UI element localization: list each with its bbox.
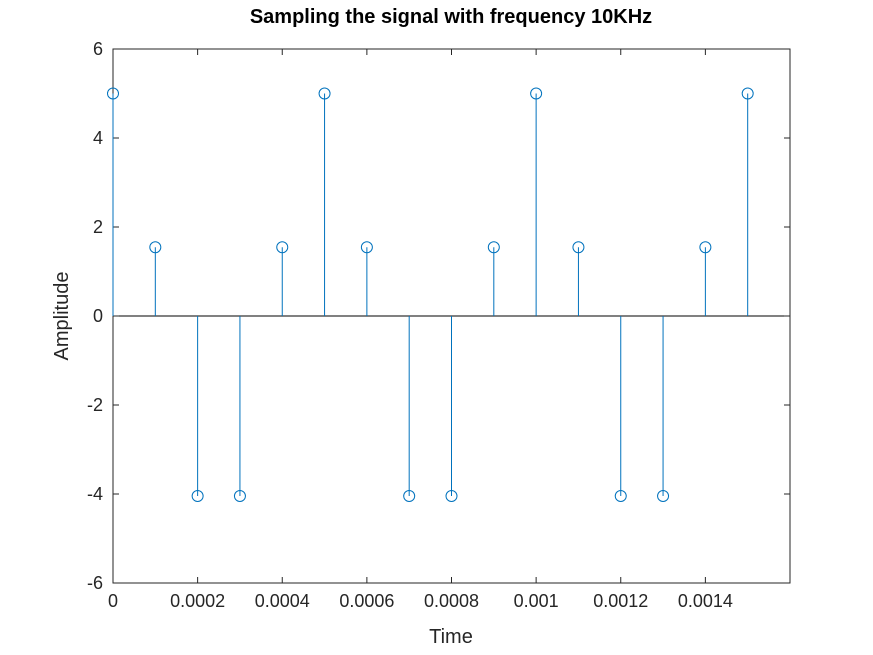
stem-marker bbox=[191, 490, 204, 503]
markers-layer bbox=[107, 87, 754, 503]
stem-marker bbox=[107, 87, 119, 100]
x-tick-label: 0.0008 bbox=[424, 591, 479, 611]
x-tick-label: 0.0014 bbox=[678, 591, 733, 611]
stem-marker bbox=[233, 490, 246, 503]
x-tick-label: 0.001 bbox=[514, 591, 559, 611]
stem-marker bbox=[276, 241, 289, 254]
stem-marker bbox=[445, 490, 458, 503]
stem-marker bbox=[699, 241, 712, 254]
y-tick-label: -4 bbox=[87, 484, 103, 504]
y-tick-label: -6 bbox=[87, 573, 103, 593]
x-tick-label: 0.0012 bbox=[593, 591, 648, 611]
stem-marker bbox=[149, 241, 162, 254]
stem-marker bbox=[572, 241, 585, 254]
x-tick-label: 0.0004 bbox=[255, 591, 310, 611]
stem-marker bbox=[360, 241, 373, 254]
x-axis-label: Time bbox=[429, 626, 473, 648]
stem-marker bbox=[318, 87, 331, 100]
stem-marker bbox=[403, 490, 416, 503]
y-tick-label: 0 bbox=[93, 306, 103, 326]
y-tick-label: -2 bbox=[87, 395, 103, 415]
stem-marker bbox=[614, 490, 627, 503]
stem-marker bbox=[530, 87, 543, 100]
y-tick-label: 6 bbox=[93, 39, 103, 59]
chart-title: Sampling the signal with frequency 10KHz bbox=[250, 6, 652, 28]
stem-marker bbox=[741, 87, 754, 100]
x-tick-label: 0.0002 bbox=[170, 591, 225, 611]
ticks-layer: 0 0.0002 0.0004 0.0006 0.0008 0.001 0.0012 0.00… bbox=[87, 39, 790, 611]
x-tick-label: 0.0006 bbox=[339, 591, 394, 611]
y-axis-label: Amplitude bbox=[51, 272, 73, 361]
stem-marker bbox=[487, 241, 500, 254]
stems-layer bbox=[112, 93, 749, 497]
y-tick-label: 2 bbox=[93, 217, 103, 237]
x-tick-label: 0 bbox=[108, 591, 118, 611]
y-tick-label: 4 bbox=[93, 128, 103, 148]
stem-marker bbox=[657, 490, 670, 503]
